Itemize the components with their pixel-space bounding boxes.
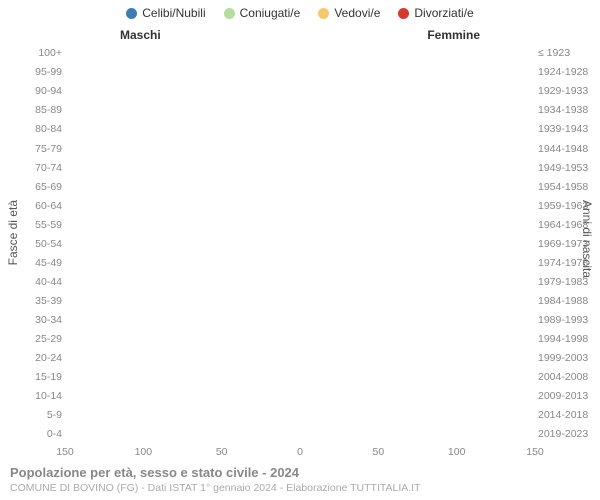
age-label: 70-74 [20, 158, 62, 177]
birth-label: 1924-1928 [538, 63, 598, 82]
x-tick: 50 [372, 446, 384, 458]
side-header-male: Maschi [120, 28, 161, 42]
legend-item: Celibi/Nubili [126, 6, 205, 20]
birth-label: 1929-1933 [538, 82, 598, 101]
legend-item: Divorziati/e [398, 6, 473, 20]
legend-dot-icon [126, 8, 137, 19]
legend-item: Vedovi/e [318, 6, 380, 20]
age-label: 50-54 [20, 234, 62, 253]
age-label: 55-59 [20, 215, 62, 234]
population-pyramid-chart: Celibi/Nubili Coniugati/e Vedovi/e Divorzia… [0, 0, 600, 500]
legend-dot-icon [318, 8, 329, 19]
age-labels: 100+95-9990-9485-8980-8475-7970-7465-696… [20, 44, 62, 444]
legend-label: Vedovi/e [334, 6, 380, 20]
x-tick: 150 [526, 446, 544, 458]
age-label: 65-69 [20, 177, 62, 196]
legend-item: Coniugati/e [224, 6, 301, 20]
age-label: 15-19 [20, 368, 62, 387]
birth-label: 1974-1978 [538, 254, 598, 273]
birth-label: 1969-1973 [538, 234, 598, 253]
age-label: 40-44 [20, 273, 62, 292]
yaxis-title-left: Fasce di età [6, 200, 20, 265]
birth-label: 2009-2013 [538, 387, 598, 406]
age-label: 60-64 [20, 196, 62, 215]
birth-label: 1954-1958 [538, 177, 598, 196]
birth-label: 1964-1968 [538, 215, 598, 234]
birth-label: 1994-1998 [538, 330, 598, 349]
birth-labels: ≤ 19231924-19281929-19331934-19381939-19… [538, 44, 598, 444]
x-tick: 100 [135, 446, 153, 458]
age-label: 100+ [20, 44, 62, 63]
age-label: 20-24 [20, 349, 62, 368]
age-label: 80-84 [20, 120, 62, 139]
center-line [300, 44, 301, 444]
birth-label: 1949-1953 [538, 158, 598, 177]
birth-label: 1944-1948 [538, 139, 598, 158]
plot-area: 100+95-9990-9485-8980-8475-7970-7465-696… [65, 44, 535, 444]
birth-label: 1999-2003 [538, 349, 598, 368]
age-label: 95-99 [20, 63, 62, 82]
age-label: 25-29 [20, 330, 62, 349]
legend-label: Celibi/Nubili [142, 6, 205, 20]
age-label: 45-49 [20, 254, 62, 273]
birth-label: 1959-1963 [538, 196, 598, 215]
age-label: 0-4 [20, 425, 62, 444]
age-label: 30-34 [20, 311, 62, 330]
birth-label: 2004-2008 [538, 368, 598, 387]
age-label: 35-39 [20, 292, 62, 311]
age-label: 5-9 [20, 406, 62, 425]
x-axis: 15010050050100150 [65, 446, 535, 462]
age-label: 90-94 [20, 82, 62, 101]
legend-label: Coniugati/e [240, 6, 301, 20]
birth-label: 1984-1988 [538, 292, 598, 311]
birth-label: 1989-1993 [538, 311, 598, 330]
footer-subtitle: COMUNE DI BOVINO (FG) - Dati ISTAT 1° ge… [10, 482, 590, 494]
legend-label: Divorziati/e [414, 6, 473, 20]
birth-label: 1979-1983 [538, 273, 598, 292]
legend-dot-icon [398, 8, 409, 19]
footer: Popolazione per età, sesso e stato civil… [10, 465, 590, 494]
legend: Celibi/Nubili Coniugati/e Vedovi/e Divorzia… [0, 0, 600, 20]
birth-label: 1934-1938 [538, 101, 598, 120]
side-header-female: Femmine [427, 28, 480, 42]
birth-label: 2014-2018 [538, 406, 598, 425]
age-label: 85-89 [20, 101, 62, 120]
birth-label: 1939-1943 [538, 120, 598, 139]
x-tick: 150 [56, 446, 74, 458]
x-tick: 100 [448, 446, 466, 458]
age-label: 75-79 [20, 139, 62, 158]
x-tick: 50 [216, 446, 228, 458]
birth-label: 2019-2023 [538, 425, 598, 444]
footer-title: Popolazione per età, sesso e stato civil… [10, 465, 590, 480]
age-label: 10-14 [20, 387, 62, 406]
birth-label: ≤ 1923 [538, 44, 598, 63]
x-tick: 0 [297, 446, 303, 458]
legend-dot-icon [224, 8, 235, 19]
